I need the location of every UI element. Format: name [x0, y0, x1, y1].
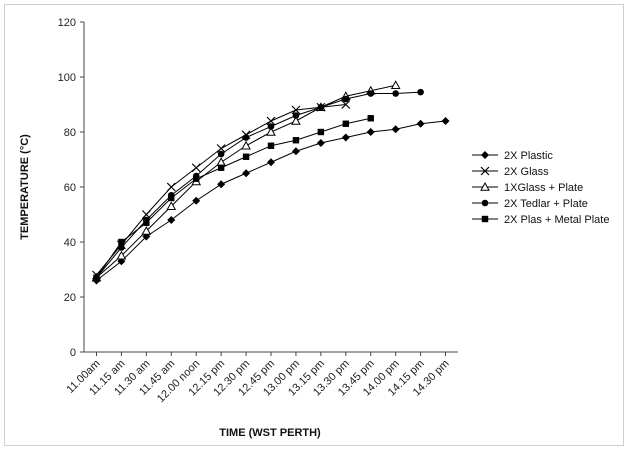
series-1-point — [391, 125, 400, 134]
series-line-3 — [96, 84, 396, 279]
series-5-point — [118, 238, 125, 246]
series-5-point — [168, 194, 175, 202]
series-2-point — [266, 116, 276, 126]
series-line-4 — [96, 91, 421, 279]
series-3-point — [141, 225, 152, 235]
series-1-point — [416, 119, 425, 128]
series-5-point — [367, 115, 374, 122]
legend-marker-3 — [480, 181, 490, 191]
y-tick-label: 60 — [64, 182, 76, 194]
series-3-point — [241, 140, 251, 150]
y-tick-label: 20 — [64, 292, 76, 304]
series-4-point — [342, 95, 350, 103]
series-4-point — [292, 112, 300, 119]
series-3-point — [116, 250, 127, 260]
series-1-point — [341, 133, 350, 142]
series-4-point — [317, 103, 325, 111]
series-1-point — [242, 169, 251, 178]
series-2-point — [166, 182, 176, 192]
series-4-point — [267, 123, 275, 130]
series-3-point — [216, 157, 226, 166]
series-3-point — [390, 80, 401, 89]
series-3-point — [266, 126, 276, 136]
series-4-point — [118, 244, 125, 251]
legend-label-5: 2X Plas + Metal Plate — [504, 214, 609, 226]
series-4-point — [392, 90, 399, 97]
series-4-point — [242, 134, 250, 141]
chart-frame — [4, 4, 624, 446]
legend-label-1: 2X Plastic — [504, 150, 553, 162]
series-5-point — [292, 137, 300, 144]
series-5-point — [93, 274, 100, 281]
legend-marker-5 — [481, 215, 489, 223]
y-tick-label: 100 — [58, 72, 76, 84]
series-4-point — [217, 150, 225, 158]
series-line-5 — [96, 117, 371, 279]
y-tick-label: 80 — [64, 127, 76, 139]
series-4-point — [417, 88, 424, 96]
legend-label-3: 1XGlass + Plate — [504, 182, 583, 194]
legend-label-4: 2X Tedlar + Plate — [504, 198, 588, 210]
series-1-point — [291, 147, 300, 156]
series-5-point — [217, 164, 225, 171]
series-5-point — [242, 153, 250, 160]
series-5-point — [267, 142, 275, 149]
legend-marker-2 — [480, 166, 490, 176]
series-3-point — [166, 201, 177, 210]
series-1-point — [366, 128, 375, 136]
series-1-point — [217, 180, 226, 189]
series-5-point — [342, 120, 349, 127]
series-1-point — [441, 117, 450, 125]
legend-label-2: 2X Glass — [504, 166, 549, 178]
series-5-point — [317, 128, 325, 136]
y-axis-title: TEMPERATURE (°C) — [19, 134, 31, 240]
series-1-point — [316, 139, 325, 147]
series-1-point — [267, 158, 275, 167]
series-5-point — [143, 219, 150, 226]
series-1-point — [167, 216, 176, 224]
series-5-point — [193, 175, 200, 182]
x-axis-title: TIME (WST PERTH) — [219, 427, 321, 439]
y-tick-label: 120 — [58, 17, 76, 29]
series-2-point — [191, 163, 201, 173]
series-4-point — [367, 90, 375, 97]
series-1-point — [192, 196, 201, 205]
legend-marker-4 — [481, 199, 489, 207]
series-3-point — [291, 115, 301, 125]
series-2-point — [216, 144, 226, 153]
y-tick-label: 0 — [70, 347, 76, 359]
series-2-point — [341, 100, 351, 109]
y-tick-label: 40 — [64, 237, 76, 249]
legend-marker-1 — [481, 151, 489, 159]
series-2-point — [291, 105, 301, 115]
